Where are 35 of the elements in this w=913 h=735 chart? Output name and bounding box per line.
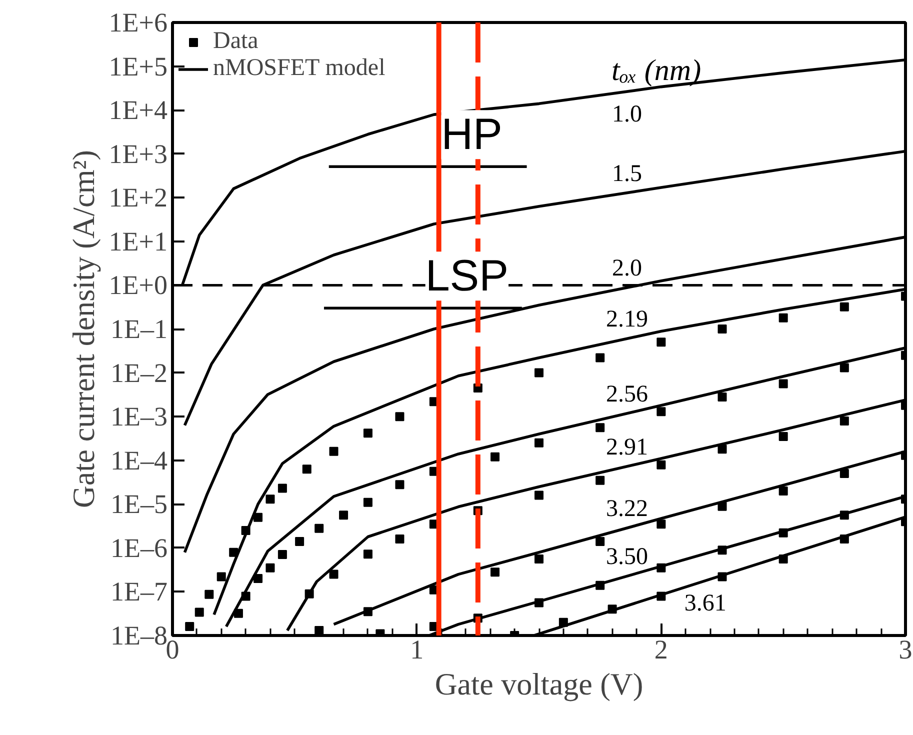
y-tick-label: 1E+1 xyxy=(108,226,168,256)
y-tick-label: 1E–2 xyxy=(110,358,168,388)
annotation: 1.5 xyxy=(612,160,642,187)
annotation: 2.19 xyxy=(606,306,648,333)
x-tick-label: 0 xyxy=(166,634,180,664)
y-tick-label: 1E–3 xyxy=(110,402,168,432)
annotation: LSP xyxy=(425,252,509,301)
y-tick-label: 1E+4 xyxy=(108,95,168,126)
annotation: 1.0 xyxy=(612,102,642,128)
annotation: tₒₓ (nm) xyxy=(611,54,702,87)
y-tick-label: 1E–7 xyxy=(110,576,168,607)
legend-label: nMOSFET model xyxy=(213,55,386,82)
y-tick-label: 1E–6 xyxy=(110,532,168,563)
y-tick-label: 1E+5 xyxy=(108,51,168,82)
annotation: 2.56 xyxy=(606,381,648,408)
y-tick-label: 1E+6 xyxy=(108,8,168,38)
x-tick-label: 1 xyxy=(410,634,424,664)
x-tick-label: 2 xyxy=(654,634,668,664)
annotation: 3.50 xyxy=(606,544,648,570)
y-tick-label: 1E–4 xyxy=(110,445,168,476)
annotation: 3.22 xyxy=(606,496,648,522)
annotation: HP xyxy=(441,110,502,160)
y-tick-label: 1E–8 xyxy=(110,620,168,650)
y-tick-label: 1E–5 xyxy=(110,489,168,520)
annotation: 3.61 xyxy=(684,590,726,617)
annotation: 2.0 xyxy=(612,256,642,282)
y-tick-label: 1E+0 xyxy=(108,270,168,300)
annotation: 2.91 xyxy=(606,434,648,460)
legend-label: Data xyxy=(213,28,258,55)
y-tick-label: 1E–1 xyxy=(110,314,168,344)
x-axis-title: Gate voltage (V) xyxy=(434,666,644,702)
y-axis-title: Gate current density (A/cm²) xyxy=(66,150,101,508)
y-tick-label: 1E+3 xyxy=(108,138,168,169)
x-tick-label: 3 xyxy=(898,634,912,664)
y-tick-label: 1E+2 xyxy=(108,182,168,213)
